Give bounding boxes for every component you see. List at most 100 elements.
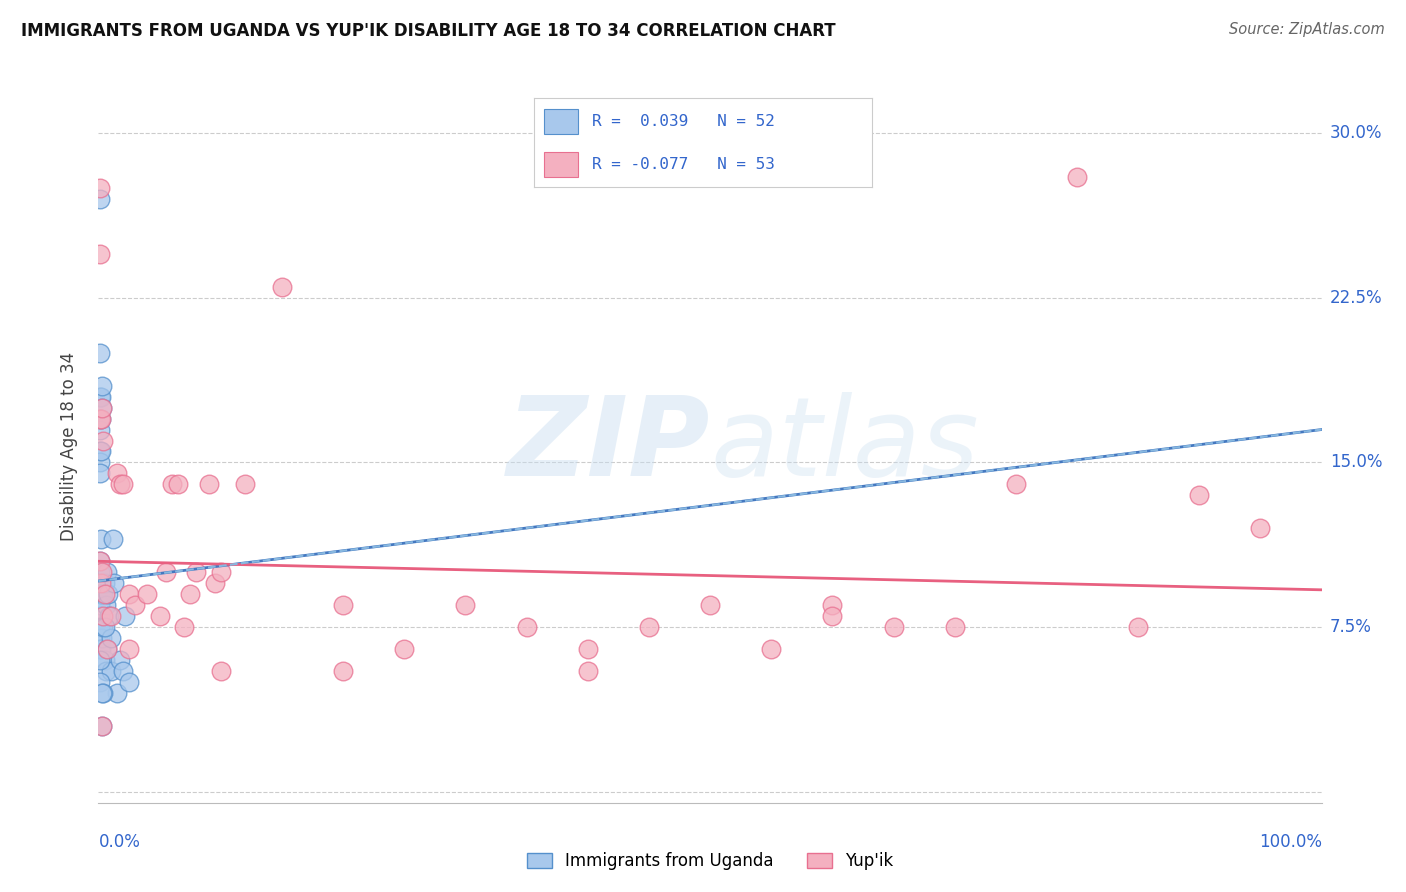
Text: ZIP: ZIP (506, 392, 710, 500)
Point (197, 477, 219, 491)
Point (699, 598, 721, 612)
Point (89, 598, 111, 612)
Point (186, 566, 208, 580)
Point (160, 477, 183, 491)
Point (89, 444, 111, 458)
Point (118, 642, 141, 657)
FancyBboxPatch shape (544, 109, 578, 134)
Point (100, 609, 122, 624)
Text: R = -0.077   N = 53: R = -0.077 N = 53 (592, 157, 775, 171)
Legend: Immigrants from Uganda, Yup'ik: Immigrants from Uganda, Yup'ik (520, 846, 900, 877)
Point (91, 587, 114, 601)
Point (90, 390, 112, 404)
Y-axis label: Disability Age 18 to 34: Disability Age 18 to 34 (59, 351, 77, 541)
Point (91, 609, 114, 624)
Point (89, 587, 111, 601)
Point (89, 247, 111, 261)
Point (101, 533, 124, 547)
Point (576, 664, 599, 678)
Point (94, 664, 117, 678)
Point (91, 719, 114, 733)
Point (124, 598, 146, 612)
Point (136, 587, 159, 601)
Point (89, 642, 111, 657)
Point (1128, 620, 1150, 634)
Point (114, 609, 136, 624)
Point (821, 598, 844, 612)
Text: Source: ZipAtlas.com: Source: ZipAtlas.com (1229, 22, 1385, 37)
Point (96, 642, 118, 657)
Point (173, 620, 195, 634)
Point (1188, 488, 1211, 502)
Point (91, 686, 114, 700)
Point (576, 642, 599, 657)
Point (93, 653, 115, 667)
Point (98, 609, 121, 624)
Point (209, 664, 232, 678)
Point (111, 664, 134, 678)
Point (94, 598, 117, 612)
Point (637, 620, 661, 634)
Point (821, 609, 844, 624)
Point (1249, 521, 1271, 535)
Point (89, 181, 111, 195)
Point (97, 587, 120, 601)
Text: 15.0%: 15.0% (1330, 453, 1382, 472)
Point (91, 587, 114, 601)
Point (96, 566, 118, 580)
Point (454, 598, 477, 612)
Point (332, 598, 354, 612)
Point (204, 576, 226, 591)
Point (90, 444, 112, 458)
Point (110, 477, 132, 491)
Point (883, 620, 905, 634)
Point (89, 566, 111, 580)
Point (91, 401, 114, 415)
Point (111, 477, 134, 491)
Point (91, 566, 114, 580)
Point (89, 653, 111, 667)
Point (91, 620, 114, 634)
Text: 22.5%: 22.5% (1330, 289, 1382, 307)
Text: 0.0%: 0.0% (98, 833, 141, 851)
Point (89, 609, 111, 624)
Point (209, 566, 232, 580)
Point (89, 411, 111, 425)
Text: IMMIGRANTS FROM UGANDA VS YUP'IK DISABILITY AGE 18 TO 34 CORRELATION CHART: IMMIGRANTS FROM UGANDA VS YUP'IK DISABIL… (21, 22, 835, 40)
Point (943, 620, 966, 634)
Point (167, 477, 190, 491)
Point (105, 467, 128, 481)
Point (103, 576, 125, 591)
FancyBboxPatch shape (544, 152, 578, 177)
Point (89, 423, 111, 437)
Point (91, 686, 114, 700)
Point (96, 642, 118, 657)
Point (91, 631, 114, 645)
Text: R =  0.039   N = 52: R = 0.039 N = 52 (592, 114, 775, 128)
Text: 7.5%: 7.5% (1330, 618, 1372, 636)
Point (91, 401, 114, 415)
Point (89, 411, 111, 425)
Point (89, 554, 111, 568)
Point (100, 664, 122, 678)
Point (89, 620, 111, 634)
Point (89, 192, 111, 206)
Point (90, 642, 112, 657)
Point (91, 719, 114, 733)
Point (93, 576, 115, 591)
Point (89, 345, 111, 359)
Point (89, 576, 111, 591)
Point (1004, 477, 1026, 491)
Point (90, 587, 112, 601)
Point (90, 533, 112, 547)
Point (90, 411, 112, 425)
Point (155, 566, 177, 580)
Point (90, 576, 112, 591)
Point (149, 609, 172, 624)
Point (118, 675, 141, 690)
Point (89, 554, 111, 568)
Point (105, 686, 128, 700)
Point (515, 620, 537, 634)
Point (90, 411, 112, 425)
Point (233, 477, 256, 491)
